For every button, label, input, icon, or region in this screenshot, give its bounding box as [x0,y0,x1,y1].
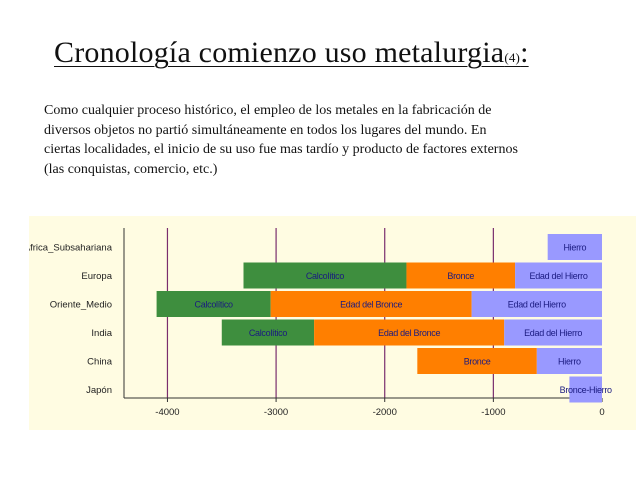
bar-segment [156,291,271,317]
intro-paragraph: Como cualquier proceso histórico, el emp… [44,101,604,179]
bar-segment [270,291,472,317]
bar-segment [417,348,537,374]
bar-segment [406,262,516,289]
bar-segment [515,262,602,289]
slide-title: Cronología comienzo uso metalurgia(4): [54,36,529,70]
bar-segment-label: Calcolítico [249,328,288,338]
bar-segment [547,234,602,260]
bar-segment [221,319,315,346]
bar-segment-label: Edad del Hierro [524,328,582,338]
x-tick-label: -1000 [481,407,505,418]
category-label: Europa [81,271,112,282]
x-tick-label: -3000 [264,407,288,418]
intro-line: diversos objetos no partió simultáneamen… [44,122,487,138]
category-label: Africa_Subsahariana [29,243,113,254]
slide-title-text: Cronología comienzo uso metalurgia [54,36,505,69]
bar-segment-label: Calcolítico [306,271,345,281]
bar-segment-label: Hierro [558,357,581,367]
intro-line: Como cualquier proceso histórico, el emp… [44,103,492,118]
bar-segment [471,291,602,317]
bar-segment [314,319,505,346]
intro-line: ciertas localidades, el inicio de su uso… [44,142,518,157]
category-label: Oriente_Medio [50,300,112,311]
bar-segment [569,376,602,403]
bar-segment-label: Edad del Hierro [508,300,566,310]
category-label: India [91,328,112,339]
bar-segment-label: Bronce [464,357,491,367]
slide-title-reference: (4) [504,50,521,65]
category-label: China [87,357,113,368]
bar-segment-label: Edad del Bronce [378,328,440,338]
bar-segment [504,319,602,346]
bar-segment-label: Calcolítico [195,300,234,310]
x-tick-label: 0 [599,407,604,418]
slide-title-colon: : [520,36,529,69]
x-tick-label: -2000 [373,407,397,418]
bar-segment [536,348,602,374]
category-label: Japón [86,385,112,396]
bar-segment-label: Hierro [563,243,586,253]
bar-segment-label: Bronce-Hierro [560,385,612,395]
bar-segment-label: Edad del Bronce [340,300,402,310]
bar-segment-label: Bronce [447,271,474,281]
x-tick-label: -4000 [155,407,179,418]
intro-line: (las conquistas, comercio, etc.) [44,161,218,177]
chart-svg: -4000 -3000 -2000 -1000 0 Africa_Subsahariana… [29,228,612,418]
bar-segment-label: Edad del Hierro [530,271,588,281]
metallurgy-timeline-chart: -4000 -3000 -2000 -1000 0 Africa_Subsahariana… [29,216,636,430]
bar-segment [243,262,407,289]
